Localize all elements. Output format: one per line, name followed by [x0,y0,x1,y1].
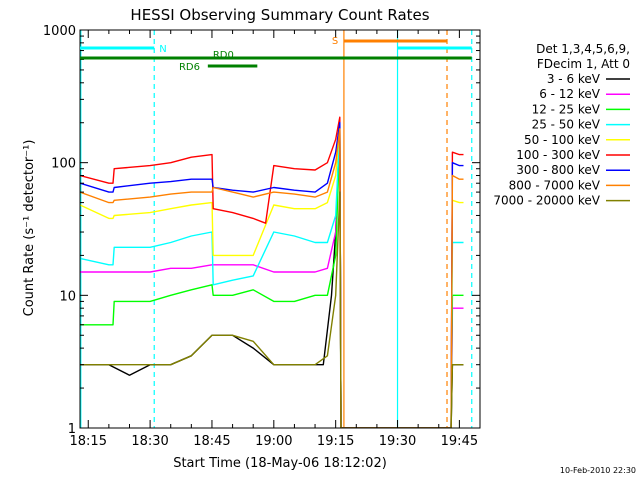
legend-label-4: 50 - 100 keV [524,133,601,147]
x-tick-label-5: 19:30 [379,434,416,449]
y-tick-label-0: 1 [68,422,76,437]
state-bar-label-3: RD6 [179,62,200,73]
x-tick-label-1: 18:30 [131,434,168,449]
x-axis-label: Start Time (18-May-06 18:12:02) [173,456,387,471]
legend-label-0: 3 - 6 keV [547,72,601,86]
series-line-3 [80,128,464,428]
plot-area [80,30,473,428]
series-line-1 [80,131,464,428]
chart-title: HESSI Observing Summary Count Rates [130,6,429,24]
series-line-6 [80,122,464,428]
x-tick-label-2: 18:45 [193,434,230,449]
x-tick-label-3: 19:00 [255,434,292,449]
x-tick-label-4: 19:15 [317,434,354,449]
series-line-7 [80,128,464,428]
state-bars: N S RD0 RD6 [80,36,472,73]
x-tick-label-0: 18:15 [70,434,107,449]
legend-header-line-1: Det 1,3,4,5,6,9, [536,42,630,56]
legend-label-1: 6 - 12 keV [539,87,601,101]
legend-label-2: 12 - 25 keV [532,102,601,116]
legend-label-6: 300 - 800 keV [516,163,600,177]
series-line-4 [80,125,464,428]
state-bar-label-1: S [332,36,338,47]
series-line-5 [80,116,464,428]
series-line-2 [80,134,464,428]
legend-label-8: 7000 - 20000 keV [493,194,600,208]
legend-label-3: 25 - 50 keV [532,118,601,132]
state-bar-label-0: N [159,44,166,55]
y-tick-label-3: 1000 [43,24,76,39]
legend-header-line-2: FDecim 1, Att 0 [537,57,630,71]
series-line-8 [80,191,464,428]
y-tick-label-2: 100 [51,157,76,172]
x-tick-label-6: 19:45 [441,434,478,449]
y-axis-label: Count Rate (s⁻¹ detector⁻¹) [22,140,37,317]
y-tick-label-1: 10 [59,289,76,304]
legend: Det 1,3,4,5,6,9, FDecim 1, Att 0 3 - 6 k… [493,42,630,208]
state-bar-label-2: RD0 [213,50,234,61]
legend-label-5: 100 - 300 keV [516,148,600,162]
axes: 18:15 18:30 18:45 19:00 19:15 19:30 19:45 1 10 10… [43,24,481,449]
plot-frame [79,29,481,429]
footer-timestamp: 10-Feb-2010 22:30 [560,466,636,475]
legend-label-7: 800 - 7000 keV [509,178,601,192]
